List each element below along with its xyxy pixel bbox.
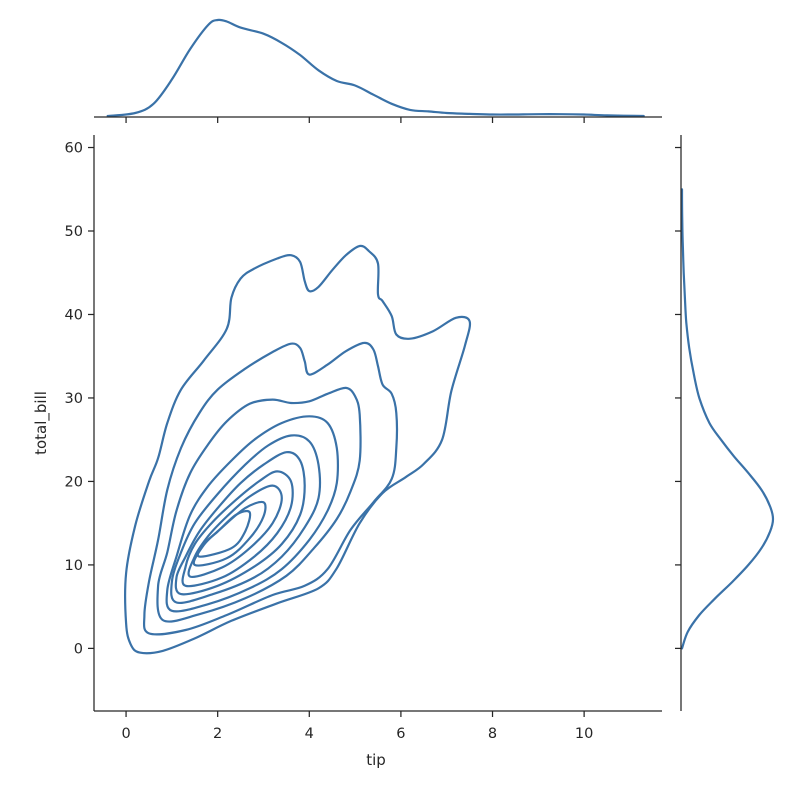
kde-contour-level-4 xyxy=(165,415,340,613)
kde-contour-level-6 xyxy=(174,451,306,596)
joint-panel: 0 2 4 6 8 10 0 10 20 30 40 50 60 tip total_bill xyxy=(32,135,662,769)
y-tick-label: 30 xyxy=(65,391,83,407)
x-tick-label: 8 xyxy=(488,726,497,742)
kde-contour-level-5 xyxy=(170,434,321,605)
y-tick-label: 60 xyxy=(65,141,83,157)
y-tick-label: 0 xyxy=(74,641,83,657)
y-tick-label: 20 xyxy=(65,474,83,490)
marginal-y-ticks xyxy=(675,146,681,650)
y-tick-label: 10 xyxy=(65,558,83,574)
x-tick-label: 0 xyxy=(121,726,130,742)
kde-contour-level-10 xyxy=(196,509,252,558)
kde-contour-level-3 xyxy=(156,386,362,623)
marginal-x-ticks xyxy=(125,117,585,123)
x-tick-label: 2 xyxy=(213,726,222,742)
marginal-x-kde-line xyxy=(106,18,645,118)
y-tick-label: 40 xyxy=(65,307,83,323)
kde-contour-level-2 xyxy=(142,341,398,636)
marginal-x-panel xyxy=(94,18,662,123)
y-axis-ticks: 0 10 20 30 40 50 60 xyxy=(65,141,94,657)
kde-contour-level-7 xyxy=(181,470,294,588)
x-tick-label: 4 xyxy=(305,726,314,742)
kde-contour-level-8 xyxy=(187,484,283,579)
x-tick-label: 6 xyxy=(396,726,405,742)
x-tick-label: 10 xyxy=(575,726,593,742)
y-tick-label: 50 xyxy=(65,224,83,240)
kde-contours xyxy=(124,244,472,655)
x-axis-label: tip xyxy=(366,751,386,769)
y-axis-label: total_bill xyxy=(32,391,51,455)
marginal-y-kde-line xyxy=(680,188,775,650)
x-axis-ticks: 0 2 4 6 8 10 xyxy=(121,711,593,742)
marginal-y-panel xyxy=(675,135,775,711)
